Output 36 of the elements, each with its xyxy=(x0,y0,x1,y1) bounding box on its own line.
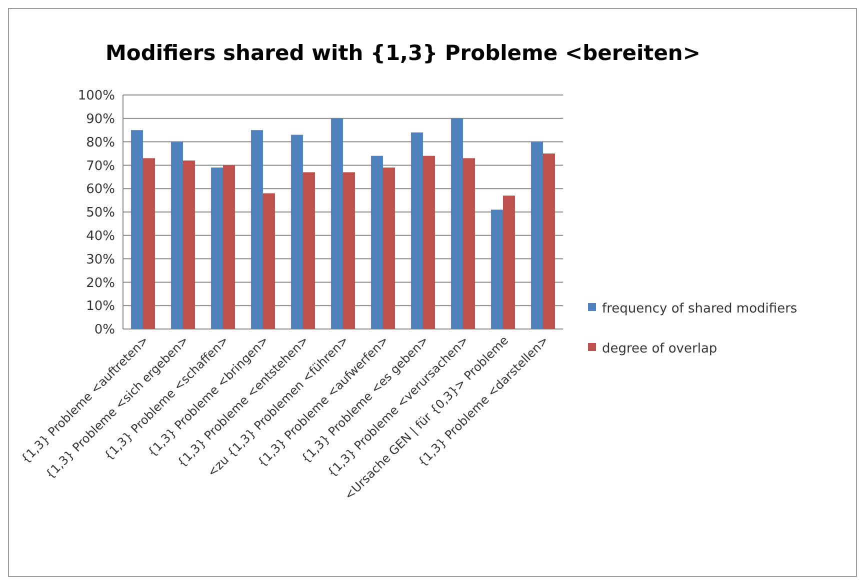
bar xyxy=(331,118,343,329)
y-tick-label: 100% xyxy=(78,88,115,104)
bar xyxy=(423,156,435,329)
bar xyxy=(211,168,223,329)
bar xyxy=(371,156,383,329)
bar xyxy=(543,154,555,329)
bar xyxy=(223,165,235,329)
bar xyxy=(303,172,315,329)
chart-title: Modifiers shared with {1,3} Probleme <bereiten> xyxy=(106,41,700,65)
bar xyxy=(383,168,395,329)
bar xyxy=(263,193,275,329)
y-tick-label: 10% xyxy=(86,299,115,314)
y-tick-label: 50% xyxy=(86,206,115,221)
bar xyxy=(451,118,463,329)
y-tick-label: 90% xyxy=(86,112,115,127)
bar xyxy=(491,210,503,329)
bar xyxy=(503,196,515,329)
y-tick-label: 20% xyxy=(86,276,115,291)
y-tick-label: 80% xyxy=(86,135,115,150)
bar xyxy=(291,134,303,329)
bar xyxy=(171,142,183,329)
bar xyxy=(143,158,155,329)
y-tick-label: 40% xyxy=(86,228,115,244)
bar xyxy=(531,142,543,329)
legend-label: degree of overlap xyxy=(602,342,718,357)
bar xyxy=(183,160,195,329)
y-tick-label: 30% xyxy=(86,252,115,268)
y-tick-label: 60% xyxy=(86,182,115,198)
bar xyxy=(343,172,355,329)
bar xyxy=(411,132,423,329)
y-tick-label: 0% xyxy=(94,322,115,338)
bar xyxy=(131,130,143,329)
bar xyxy=(463,158,475,329)
legend-label: frequency of shared modifiers xyxy=(602,302,798,317)
y-tick-label: 70% xyxy=(86,158,115,174)
bar xyxy=(251,130,263,329)
